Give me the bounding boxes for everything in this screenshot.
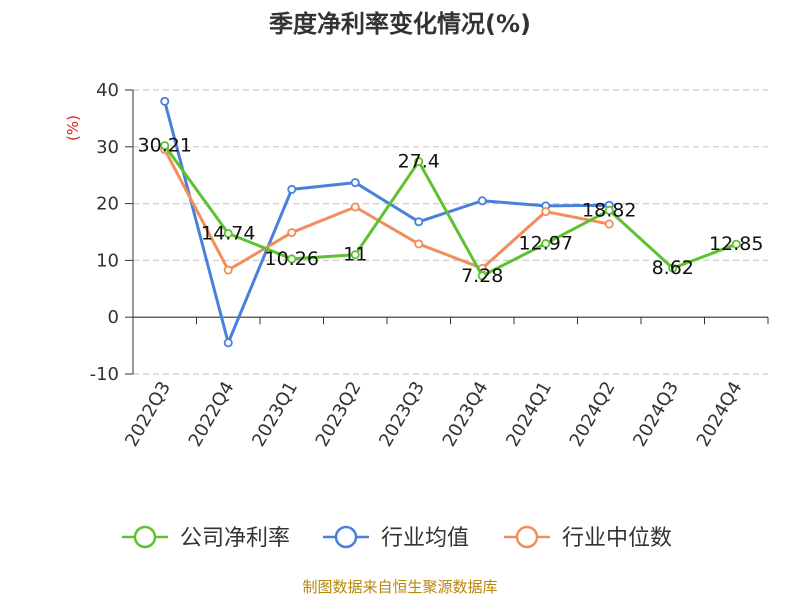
chart-title: 季度净利率变化情况(%) [269,10,531,38]
source-note: 制图数据来自恒生聚源数据库 [302,578,497,596]
y-tick-label: 0 [108,307,119,328]
data-point[interactable] [541,239,551,249]
x-tick-label: 2022Q3 [121,378,175,450]
data-point[interactable] [414,239,424,249]
data-point[interactable] [731,239,741,249]
data-label: 10.26 [265,248,319,270]
data-point[interactable] [477,271,487,281]
x-tick-label: 2024Q1 [502,378,556,450]
data-point[interactable] [477,196,487,206]
legend-marker-icon [133,525,157,549]
grid-layer [133,89,768,375]
x-tick-label: 2023Q3 [375,378,429,450]
data-label: 30.21 [138,135,192,157]
series-line [163,100,610,345]
legend-item[interactable]: 公司净利率 [122,525,290,551]
data-point[interactable] [160,96,170,106]
x-tick-label: 2024Q2 [566,378,620,450]
data-label: 27.4 [398,151,440,173]
data-point[interactable] [223,228,233,238]
series-layer [160,96,741,348]
data-point[interactable] [414,157,424,167]
data-point[interactable] [160,141,170,151]
data-point[interactable] [414,217,424,227]
data-point[interactable] [350,250,360,260]
legend-marker-icon [515,525,539,549]
data-point[interactable] [223,338,233,348]
series-line [163,144,737,278]
x-tick-label: 2024Q3 [629,378,683,450]
data-label: 11 [343,244,367,266]
y-tick-label: 40 [96,80,119,101]
x-tick-label: 2023Q1 [248,378,302,450]
data-point[interactable] [604,219,614,229]
y-tick-label: 20 [96,194,119,215]
legend-item[interactable]: 行业均值 [323,525,469,551]
x-tick-label: 2024Q4 [693,378,747,450]
data-point[interactable] [541,207,551,217]
data-label: 8.62 [652,257,694,279]
x-tick-label: 2023Q4 [439,378,493,450]
legend-item[interactable]: 行业中位数 [504,525,672,551]
legend-label: 行业中位数 [562,526,672,551]
data-point[interactable] [668,263,678,273]
data-point[interactable] [287,228,297,238]
y-tick-label: 30 [96,137,119,158]
y-tick-label: -10 [90,364,119,385]
data-point[interactable] [350,178,360,188]
data-label: 18.82 [582,199,636,221]
legend-marker-icon [334,525,358,549]
legend-label: 行业均值 [381,526,469,551]
data-point[interactable] [287,184,297,194]
data-label: 14.74 [201,222,255,244]
series-line [163,148,610,272]
x-tick-label: 2022Q4 [185,378,239,450]
data-point[interactable] [223,265,233,275]
label-layer: 30.21 14.74 10.26 11 27.4 7.28 12.97 18.82 8.62 1… [138,135,764,287]
data-point[interactable] [604,205,614,215]
data-label: 12.85 [709,233,763,255]
data-label: 12.97 [519,233,573,255]
y-axis-label: (%) [64,115,82,141]
legend: 公司净利率 行业均值 行业中位数 [122,525,672,551]
data-point[interactable] [287,254,297,264]
data-label: 7.28 [461,265,503,287]
data-point[interactable] [350,202,360,212]
y-tick-label: 10 [96,250,119,271]
legend-label: 公司净利率 [180,526,290,551]
x-tick-label: 2023Q2 [312,378,366,450]
